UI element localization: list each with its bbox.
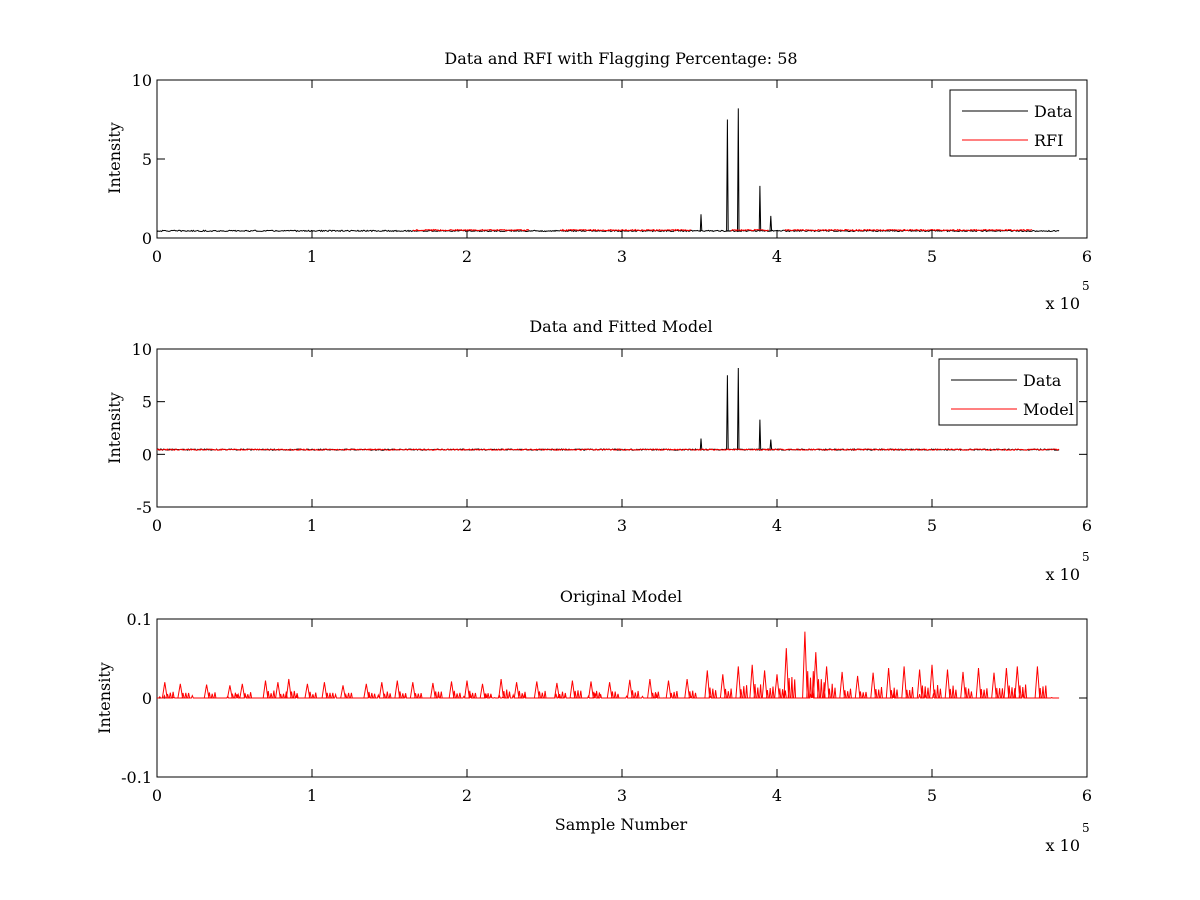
panel-1-xtick-label: 6 <box>1082 247 1092 266</box>
panel-3-plot: 0 1 2 3 4 5 6-0.100.1 <box>121 610 1092 805</box>
panel-3-ytick-label: 0 <box>142 689 152 708</box>
panel-1-ytick-label: 10 <box>132 71 152 90</box>
panel-1-axes-box <box>156 79 1088 239</box>
panel-2-ytick-label: 5 <box>142 393 152 412</box>
panel-2-x-multiplier-exponent: 5 <box>1082 550 1090 564</box>
panel-2-x-multiplier: x 10 <box>1046 565 1080 584</box>
panel-1-title: Data and RFI with Flagging Percentage: 5… <box>444 49 797 68</box>
panel-2-model-series-line <box>156 448 1060 452</box>
panel-3-xtick-label: 4 <box>772 786 782 805</box>
panel-1-legend-label: RFI <box>1034 131 1063 150</box>
panel-1-ytick-label: 0 <box>142 229 152 248</box>
panel-2-xtick-label: 5 <box>927 516 937 535</box>
panel-1-rfi-series-line <box>412 228 1033 232</box>
panel-2-xtick-label: 2 <box>462 516 472 535</box>
panel-3-xlabel: Sample Number <box>555 815 688 834</box>
panel-3-xtick-label: 1 <box>307 786 317 805</box>
panel-1-xtick-label: 4 <box>772 247 782 266</box>
panel-2-xtick-label: 1 <box>307 516 317 535</box>
panel-3-xtick-label: 5 <box>927 786 937 805</box>
panel-1-ytick-label: 5 <box>142 150 152 169</box>
panel-3-xtick-label: 3 <box>617 786 627 805</box>
panel-3-x-multiplier: x 10 <box>1046 836 1080 855</box>
panel-1-ylabel: Intensity <box>105 122 124 194</box>
panel-2: Data and Fitted Model Intensity 0 1 2 3 4 5 6 -… <box>105 317 1092 584</box>
panel-2-legend: Data Model <box>938 358 1078 426</box>
panel-1-xtick-label: 1 <box>307 247 317 266</box>
panel-2-xtick-label: 6 <box>1082 516 1092 535</box>
panel-3-xtick-label: 2 <box>462 786 472 805</box>
panel-1-legend-box <box>949 89 1077 157</box>
panel-2-title: Data and Fitted Model <box>529 317 712 336</box>
panel-3-x-multiplier-exponent: 5 <box>1082 821 1090 835</box>
panel-1-legend-label: Data <box>1034 102 1073 121</box>
panel-3-xtick-label: 6 <box>1082 786 1092 805</box>
panel-2-legend-label: Model <box>1023 400 1074 419</box>
panel-3-ytick-label: 0.1 <box>127 610 152 629</box>
panel-1-xtick-label: 2 <box>462 247 472 266</box>
panel-2-ylabel: Intensity <box>105 392 124 464</box>
panel-1-legend: Data RFI <box>949 89 1077 157</box>
panel-3-model-series-line <box>157 631 1060 699</box>
panel-1-x-multiplier: x 10 <box>1046 294 1080 313</box>
panel-3: Original Model Intensity 0 1 2 3 4 5 6-0.100.1… <box>95 587 1092 855</box>
panel-2-ytick-label: -5 <box>136 498 152 517</box>
panel-2-ytick-label: 0 <box>142 445 152 464</box>
panel-1-xtick-label: 5 <box>927 247 937 266</box>
panel-1-plot: 0 1 2 3 4 5 6 0 5 10 Data RFI <box>132 71 1092 266</box>
panel-2-xtick-label: 4 <box>772 516 782 535</box>
panel-2-legend-label: Data <box>1023 371 1062 390</box>
panel-2-xtick-label: 3 <box>617 516 627 535</box>
panel-2-legend-box <box>938 358 1078 426</box>
panel-2-xtick-label: 0 <box>152 516 162 535</box>
panel-1-xtick-label: 3 <box>617 247 627 266</box>
panel-3-title: Original Model <box>560 587 682 606</box>
panel-3-ytick-label: -0.1 <box>121 768 152 787</box>
panel-3-xtick-label: 0 <box>152 786 162 805</box>
panel-1-xtick-label: 0 <box>152 247 162 266</box>
panel-1-x-multiplier-exponent: 5 <box>1082 279 1090 293</box>
panel-2-axes-box <box>156 348 1088 508</box>
panel-2-ytick-label: 10 <box>132 340 152 359</box>
panel-1: Data and RFI with Flagging Percentage: 5… <box>105 49 1092 313</box>
panel-3-ylabel: Intensity <box>95 662 114 734</box>
